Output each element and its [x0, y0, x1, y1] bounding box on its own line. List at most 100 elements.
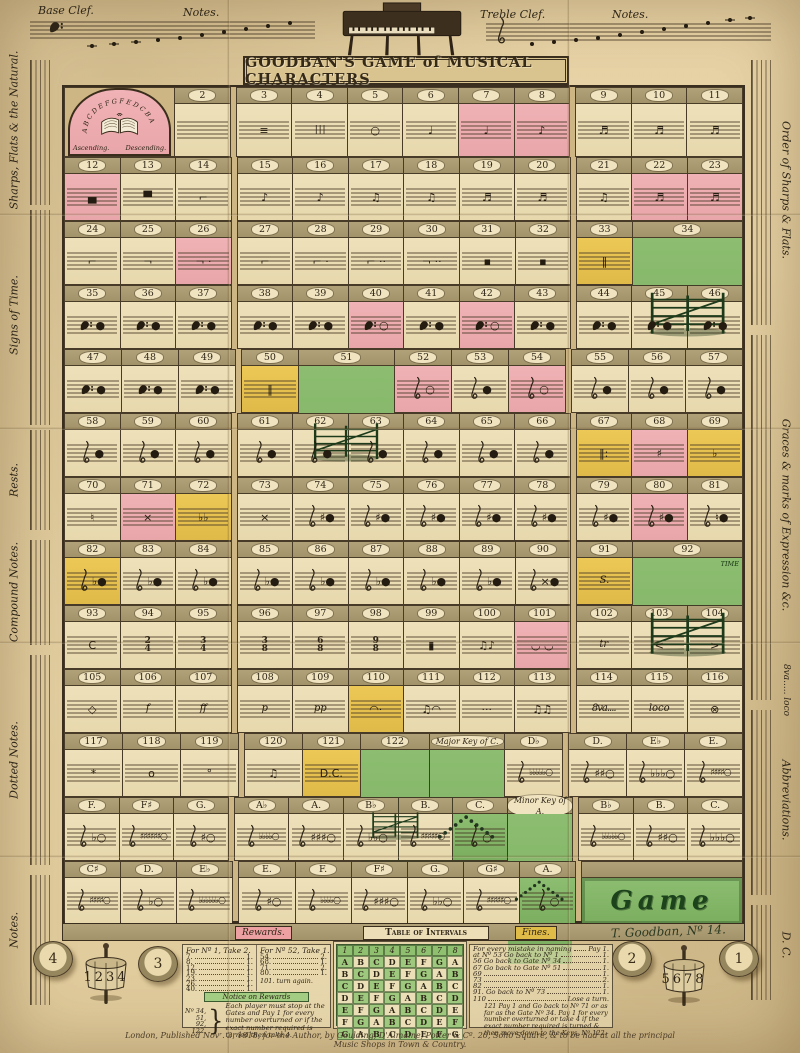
treble-clef-icon — [645, 502, 657, 532]
cell-number: 99 — [418, 608, 445, 619]
cell-header: 118 — [122, 734, 180, 750]
cell-content: ♭● — [121, 558, 176, 604]
cell-number: 101 — [529, 608, 556, 619]
cell-glyph: ‖ — [267, 382, 273, 396]
treble-clef-icon — [472, 502, 484, 532]
cell-body: TIME — [632, 558, 742, 708]
cell-number: 94 — [134, 608, 161, 619]
cell-content: ♯● — [515, 494, 570, 540]
cell-body: loco — [632, 686, 687, 732]
leader-dots — [199, 985, 245, 987]
interval-cell: E — [431, 1016, 448, 1028]
leader-dots — [199, 974, 245, 976]
cell-header: 102 — [576, 606, 631, 622]
cell-glyph: ● — [206, 318, 217, 332]
disc-piece-3[interactable]: 3 — [138, 946, 178, 982]
reward-item: 26. 1. — [186, 980, 253, 988]
reward-value: 1. — [246, 969, 253, 978]
time-sig-digit: 2 — [145, 637, 151, 646]
board-cell-67: 67 ‖: — [575, 413, 632, 477]
fine-label: 82 — [473, 982, 482, 991]
teetotum-left[interactable]: 1234 — [80, 942, 132, 1006]
cell-glyph: ♯♯♯♯♯○ — [420, 831, 446, 842]
gate-number: 51, — [195, 1013, 207, 1022]
left-staff-band — [30, 430, 50, 530]
cell-glyph: ◠· — [369, 702, 383, 716]
leader-dots — [483, 981, 601, 983]
cell-header: 26 — [176, 222, 231, 238]
cell-header: E. — [685, 734, 742, 750]
cell-body: ⌐ — [65, 238, 120, 284]
teetotum-right[interactable]: 5678 — [658, 944, 710, 1008]
board-cell-70: 70 ♮ — [64, 477, 121, 541]
cell-content: 34 — [176, 622, 231, 668]
staff-lines — [239, 188, 290, 206]
cell-body: ♯● — [404, 494, 459, 540]
cell-body: ● — [632, 302, 687, 348]
cell-header: 43 — [515, 286, 570, 302]
descending-caption: Descending. — [125, 144, 167, 152]
cell-body: ♯● — [459, 494, 514, 540]
cell-number: 16 — [307, 160, 334, 171]
cell-body: ··· — [459, 686, 514, 732]
treble-clef-icon — [418, 886, 430, 916]
board-cell-107: 107 ff — [176, 669, 232, 733]
disc-piece-1[interactable]: 1 — [719, 941, 759, 977]
board-cell-104: 104 > — [687, 605, 743, 669]
cell-glyph: ♭♭♭♭♭○ — [529, 767, 553, 778]
interval-cell: F — [368, 992, 385, 1004]
cell-header: F♯ — [119, 798, 174, 814]
interval-cell: G — [400, 980, 416, 992]
staff-lines — [351, 572, 402, 590]
cell-glyph: ● — [149, 446, 160, 460]
cell-header: 73 — [237, 478, 292, 494]
treble-clef-icon — [134, 886, 146, 916]
cell-glyph: ⌐ · — [312, 254, 329, 268]
staff-lines — [406, 444, 457, 462]
cell-content: ● — [293, 430, 348, 476]
disc-piece-2[interactable]: 2 — [612, 941, 652, 977]
cell-header: 51 — [298, 350, 395, 366]
board-cell-69: 69 ♭ — [687, 413, 743, 477]
cell-number: 108 — [251, 672, 278, 683]
interval-cell: C — [368, 956, 385, 968]
time-sig-digit: 4 — [200, 644, 207, 654]
bass-clef-icon — [80, 382, 94, 397]
board-cell-B.: B. ♯♯○ — [633, 797, 689, 861]
board-cell-31: 31 ▪ — [460, 221, 516, 285]
cell-content: ♫♫ — [515, 686, 570, 732]
cell-header: D♭ — [505, 734, 563, 750]
cell-body: ♫♪ — [459, 622, 514, 668]
cell-content: ▪ — [516, 238, 571, 284]
board-cell-F.: F. ♭○ — [64, 797, 120, 861]
board-cell-34: 34 — [632, 221, 743, 388]
cell-body: ▪ — [460, 238, 515, 284]
board-cell-74: 74 ♯● — [293, 477, 349, 541]
staff-lines — [67, 252, 118, 270]
cell-glyph: ♯● — [375, 510, 391, 524]
imprint-line: London, Published Novʳ. 2, 1818, for the… — [125, 1031, 675, 1049]
cell-glyph: ▀ — [143, 190, 152, 204]
cell-header: 86 — [293, 542, 348, 558]
cell-content: ○ — [509, 366, 565, 412]
left-staff-band — [30, 875, 50, 1005]
reward-item: 71. 2. — [260, 964, 327, 972]
board-cell-111: 111 ♫◠ — [404, 669, 460, 733]
board-cell-39: 39 ● — [293, 285, 349, 349]
cell-content: ○ — [453, 814, 507, 860]
cell-number: E♭ — [191, 864, 218, 875]
side-label-8va-loco: 8va..... loco — [781, 663, 791, 717]
cell-body: ♭● — [65, 558, 120, 604]
cell-header: 92 — [632, 542, 742, 558]
treble-clef-icon — [587, 822, 599, 852]
cell-header: 89 — [460, 542, 515, 558]
cell-body: ♯● — [576, 494, 631, 540]
cell-header: 29 — [348, 222, 404, 238]
interval-header-cell: 6 — [415, 945, 432, 956]
staff-lines — [239, 508, 290, 526]
board-cell-84: 84 ♭● — [176, 541, 232, 605]
disc-piece-4[interactable]: 4 — [33, 941, 73, 977]
board-cell-E♭: E♭ ♭♭♭♭♭♭○ — [177, 861, 234, 925]
cell-body: ¬ · — [176, 238, 231, 284]
cell-body: ● — [348, 430, 403, 476]
